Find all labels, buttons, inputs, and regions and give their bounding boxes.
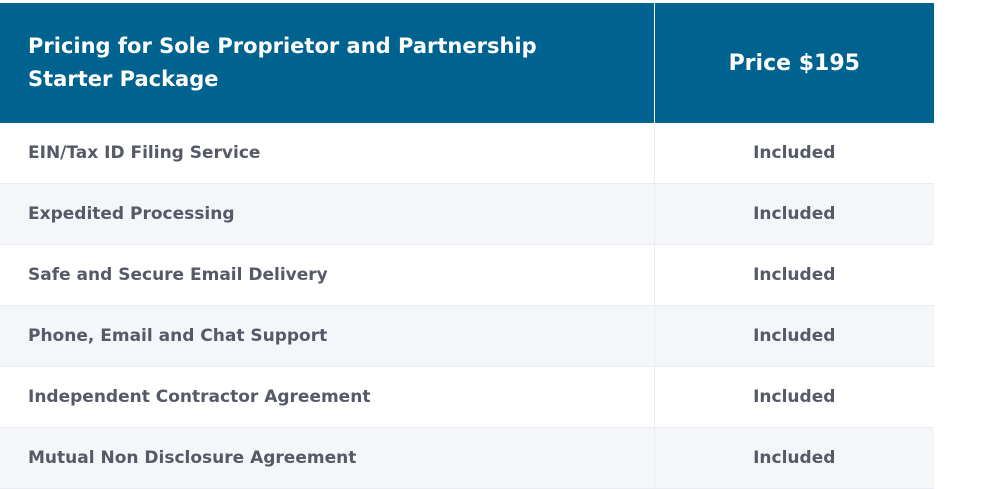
feature-status: Included — [654, 305, 934, 367]
pricing-table-body: EIN/Tax ID Filing Service Included Exped… — [0, 123, 934, 489]
table-row: Expedited Processing Included — [0, 183, 934, 245]
feature-status: Included — [654, 183, 934, 245]
feature-name: EIN/Tax ID Filing Service — [0, 123, 655, 184]
feature-status: Included — [654, 123, 934, 184]
table-row: EIN/Tax ID Filing Service Included — [0, 123, 934, 184]
table-row: Safe and Secure Email Delivery Included — [0, 244, 934, 306]
pricing-table: Pricing for Sole Proprietor and Partners… — [0, 3, 934, 489]
feature-status: Included — [654, 244, 934, 306]
feature-name: Phone, Email and Chat Support — [0, 305, 655, 367]
feature-name: Mutual Non Disclosure Agreement — [0, 427, 655, 489]
table-row: Independent Contractor Agreement Include… — [0, 366, 934, 428]
feature-status: Included — [654, 427, 934, 489]
feature-status: Included — [654, 366, 934, 428]
feature-name: Independent Contractor Agreement — [0, 366, 655, 428]
feature-name: Safe and Secure Email Delivery — [0, 244, 655, 306]
pricing-table-header: Pricing for Sole Proprietor and Partners… — [0, 3, 934, 123]
package-price: Price $195 — [654, 3, 934, 123]
table-row: Phone, Email and Chat Support Included — [0, 305, 934, 367]
header-row: Pricing for Sole Proprietor and Partners… — [0, 3, 934, 123]
feature-name: Expedited Processing — [0, 183, 655, 245]
table-row: Mutual Non Disclosure Agreement Included — [0, 427, 934, 489]
package-title: Pricing for Sole Proprietor and Partners… — [0, 3, 655, 123]
